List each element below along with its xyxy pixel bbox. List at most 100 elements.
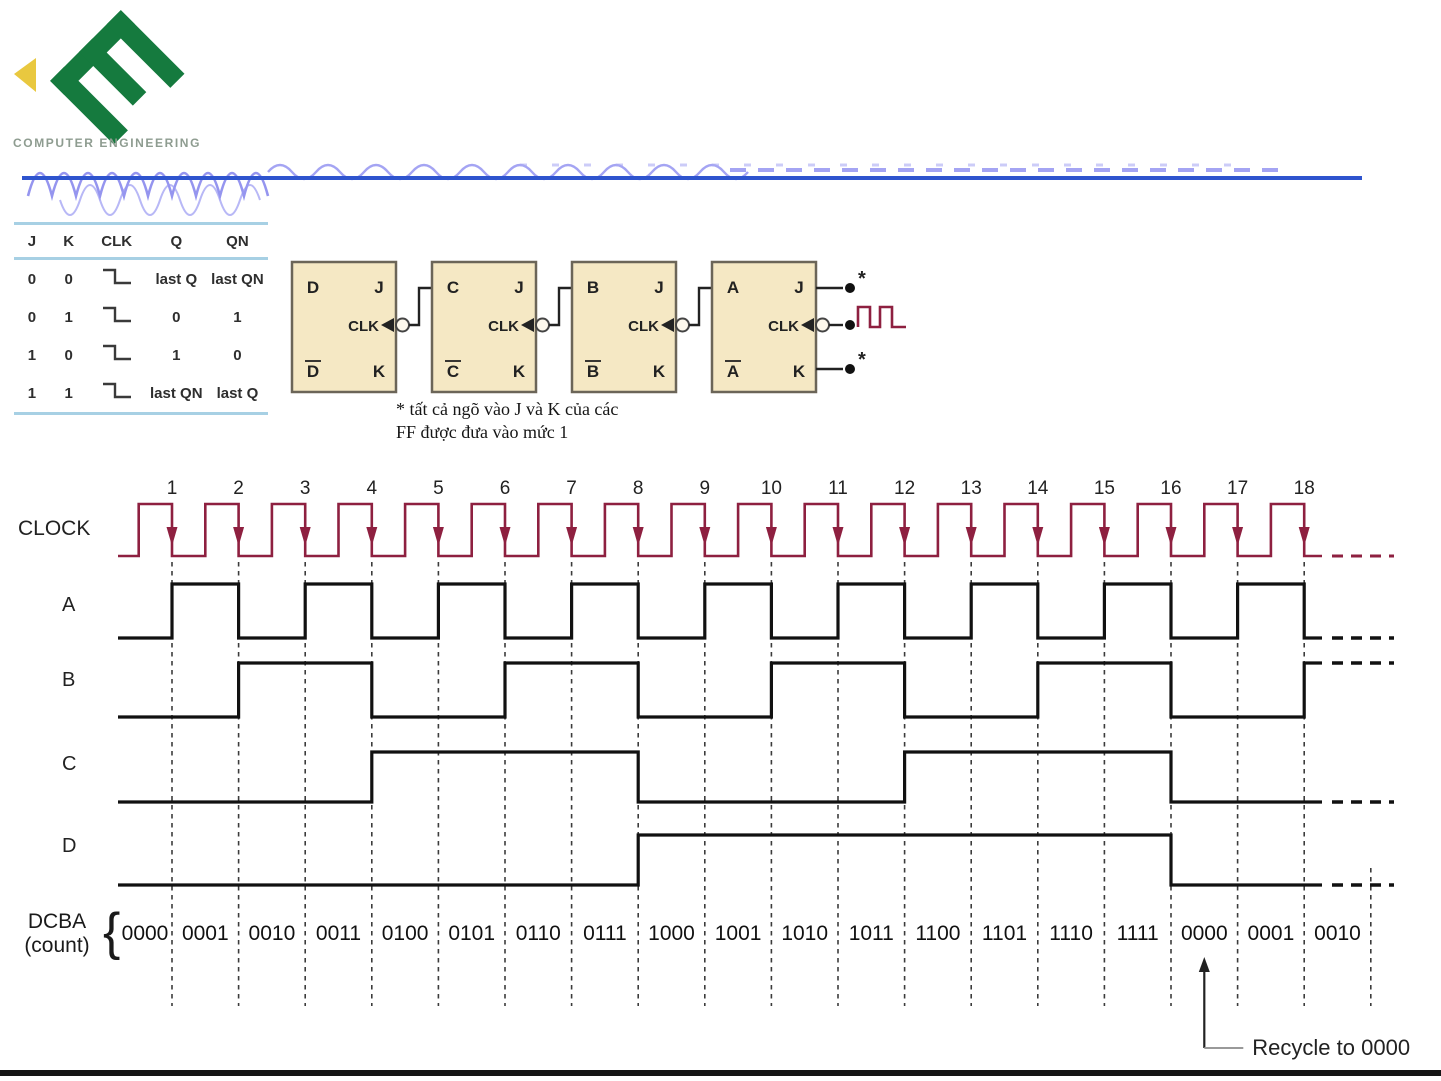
clock-wedge-icon	[381, 318, 394, 332]
falling-edge-arrow-icon	[899, 527, 911, 546]
cell-clk	[88, 374, 146, 414]
falling-edge-arrow-icon	[233, 527, 245, 546]
falling-edge-arrow-icon	[499, 527, 511, 546]
clock-pulse-icon	[856, 305, 906, 329]
falling-edge-arrow-icon	[1165, 527, 1177, 546]
falling-edge-arrow-icon	[1032, 527, 1044, 546]
cell-q: 1	[172, 346, 181, 364]
qbar-output-label: D	[307, 362, 319, 381]
cell-clk	[88, 298, 146, 336]
count-value: 0111	[583, 922, 627, 945]
cell-k: 1	[64, 308, 73, 326]
count-value: 1011	[849, 922, 894, 945]
count-value: 0000	[1181, 922, 1228, 945]
count-value: 0010	[249, 922, 296, 945]
j-input-label: J	[374, 278, 383, 297]
truth-col-clk: CLK	[87, 223, 146, 260]
falling-edge-arrow-icon	[632, 527, 644, 546]
clk-input-label: CLK	[488, 318, 519, 335]
clock-edge-number: 9	[700, 478, 711, 499]
j-input-label: J	[514, 278, 523, 297]
cell-qn: 0	[233, 346, 242, 364]
count-value: 1000	[648, 922, 695, 945]
count-value: 0010	[1314, 922, 1361, 945]
falling-edge-arrow-icon	[566, 527, 578, 546]
cell-qn: last QN	[211, 270, 264, 288]
falling-edge-arrow-icon	[432, 527, 444, 546]
falling-edge-arrow-icon	[1098, 527, 1110, 546]
qbar-output-label: A	[727, 362, 739, 381]
truth-col-qn: QN	[206, 223, 268, 260]
star-note-mark: *	[858, 349, 866, 371]
waveform-A	[118, 582, 1322, 640]
header-rule	[22, 176, 1362, 180]
signal-label-B: B	[62, 669, 75, 691]
clock-signal-label: CLOCK	[18, 517, 90, 540]
count-value: 1100	[915, 922, 960, 945]
clock-edge-number: 7	[566, 478, 577, 499]
clock-edge-number: 18	[1294, 478, 1315, 499]
cell-j: 1	[27, 384, 37, 402]
falling-edge-arrow-icon	[166, 527, 178, 546]
clock-edge-number: 6	[500, 478, 511, 499]
truth-row: 0 0 last Q last QN	[14, 259, 268, 299]
falling-edge-arrow-icon	[299, 527, 311, 546]
truth-row: 1 1 last QN last Q	[14, 374, 268, 414]
footnote-line-2: FF được đưa vào mức 1	[396, 422, 569, 442]
logo-caption: COMPUTER ENGINEERING	[13, 136, 202, 150]
falling-edge-arrow-icon	[965, 527, 977, 546]
clock-wedge-icon	[801, 318, 814, 332]
logo-yellow-accent	[14, 58, 36, 92]
q-output-label: A	[727, 278, 739, 297]
signal-label-C: C	[62, 753, 76, 775]
clock-edge-number: 13	[961, 478, 982, 499]
count-label-count: (count)	[24, 934, 89, 957]
recycle-arrowhead-icon	[1198, 957, 1210, 972]
logo-icon	[14, 10, 185, 145]
truth-col-k: K	[49, 223, 88, 260]
clock-wedge-icon	[661, 318, 674, 332]
falling-edge-icon	[102, 306, 131, 323]
cell-k: 1	[64, 384, 73, 402]
clock-edge-number: 5	[433, 478, 444, 499]
count-value: 1001	[715, 922, 762, 945]
cell-qn: 1	[233, 308, 242, 326]
truth-col-q: Q	[145, 223, 207, 260]
clock-edge-number: 1	[167, 478, 178, 499]
footnote-line-1: * tất cả ngõ vào J và K của các	[396, 399, 619, 419]
clock-edge-number: 14	[1027, 478, 1049, 499]
clock-edge-number: 17	[1227, 478, 1248, 499]
signal-label-D: D	[62, 835, 76, 857]
count-value: 0100	[382, 922, 429, 945]
flip-flop-B: B J B K CLK	[570, 260, 712, 394]
qbar-output-label: C	[447, 362, 459, 381]
clk-input-label: CLK	[348, 318, 379, 335]
clock-edge-number: 3	[300, 478, 311, 499]
cell-q: last QN	[150, 384, 203, 402]
falling-edge-arrow-icon	[699, 527, 711, 546]
q-output-label: C	[447, 278, 459, 297]
terminal-dot	[845, 283, 855, 293]
clock-edge-number: 8	[633, 478, 644, 499]
signal-label-A: A	[62, 594, 76, 616]
terminal-dot	[845, 364, 855, 374]
count-value: 0011	[316, 922, 361, 945]
falling-edge-arrow-icon	[366, 527, 378, 546]
count-value: 0001	[182, 922, 229, 945]
waveform-D	[118, 833, 1322, 887]
flip-flop-C: C J C K CLK	[430, 260, 572, 394]
logo-e-mark	[50, 10, 185, 145]
flip-flop-A: A J A K CLK	[710, 260, 830, 394]
footer-rule	[0, 1070, 1441, 1076]
clock-bubble-icon	[535, 317, 550, 333]
count-value: 1101	[982, 922, 1027, 945]
clk-input-label: CLK	[628, 318, 659, 335]
falling-edge-arrow-icon	[832, 527, 844, 546]
k-input-label: K	[793, 362, 806, 381]
count-brace: {	[103, 903, 120, 961]
cell-clk	[88, 336, 146, 374]
clock-edge-number: 10	[761, 478, 782, 499]
j-input-label: J	[794, 278, 803, 297]
